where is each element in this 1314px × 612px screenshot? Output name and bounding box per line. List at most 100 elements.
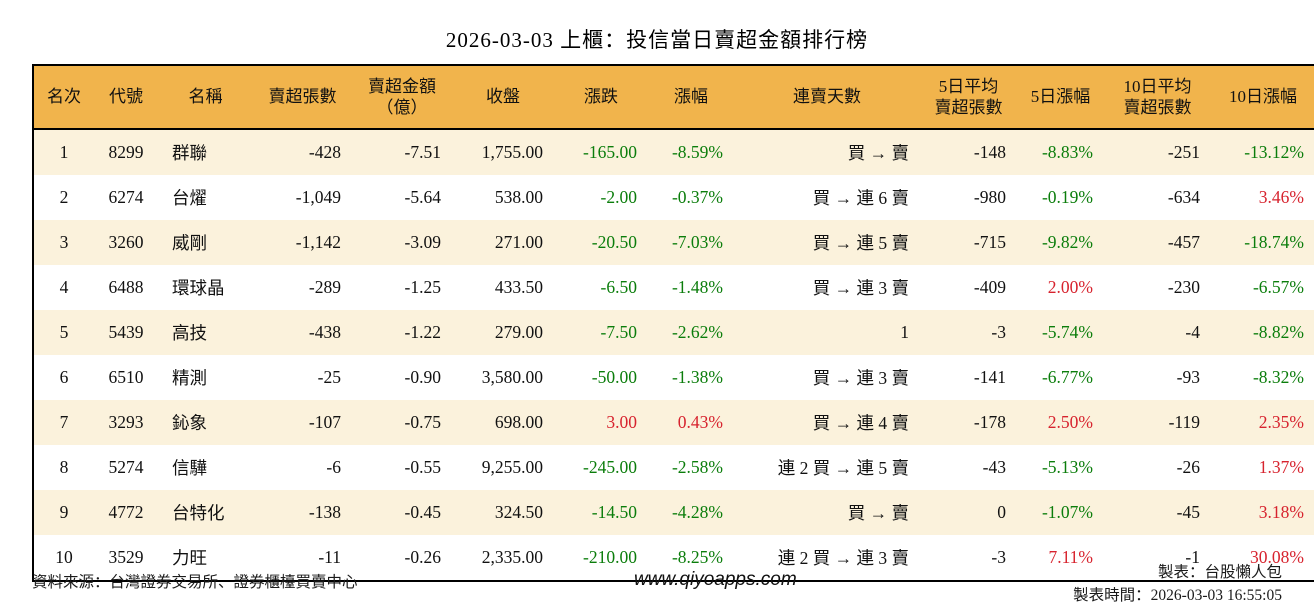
column-header-sell_shares: 賣超張數: [253, 65, 352, 130]
table-row: 3 3260 威剛 -1,142 -3.09 271.00 -20.50 -7.03% 買 → …: [33, 220, 1314, 265]
cell-sell_amount_100m: -0.26: [404, 547, 441, 567]
cell-avg10_sell_shares: -26: [1176, 457, 1200, 477]
cell-pct10: 30.08%: [1250, 547, 1304, 567]
cell-code: 5274: [108, 457, 144, 477]
cell-rank: 3: [59, 232, 69, 252]
table-row: 10 3529 力旺 -11 -0.26 2,335.00 -210.00 -8.25% 連 2…: [33, 535, 1314, 581]
cell-name: 高技: [172, 323, 207, 343]
footer: 資料來源：台灣證券交易所、證券櫃檯買賣中心 www.qiyoapps.com 製…: [32, 561, 1282, 608]
data-source-note: 資料來源：台灣證券交易所、證券櫃檯買賣中心: [32, 574, 358, 591]
cell-sell_shares: -438: [308, 322, 341, 342]
website-text: www.qiyoapps.com: [634, 569, 797, 590]
cell-sell_amount_100m: -7.51: [404, 142, 441, 162]
cell-close: 538.00: [494, 187, 543, 207]
cell-sell_amount_100m: -0.55: [404, 457, 441, 477]
column-header-sell_amount_100m: 賣超金額 （億）: [352, 65, 452, 130]
cell-close: 698.00: [494, 412, 543, 432]
cell-avg5_sell_shares: -715: [973, 232, 1006, 252]
table-row: 4 6488 環球晶 -289 -1.25 433.50 -6.50 -1.48% 買 → 連 …: [33, 265, 1314, 310]
column-header-pct5: 5日漲幅: [1017, 65, 1104, 130]
cell-sell_streak: 買 → 連 3 賣: [812, 368, 909, 388]
cell-name: 群聯: [172, 143, 207, 163]
cell-avg5_sell_shares: 0: [997, 502, 1006, 522]
cell-close: 3,580.00: [481, 367, 543, 387]
table-row: 2 6274 台燿 -1,049 -5.64 538.00 -2.00 -0.37% 買 → 連…: [33, 175, 1314, 220]
cell-avg5_sell_shares: -148: [973, 142, 1006, 162]
cell-change: -245.00: [583, 457, 637, 477]
cell-sell_streak: 連 2 買 → 連 5 賣: [777, 458, 909, 478]
cell-rank: 1: [59, 142, 69, 162]
cell-pct10: 3.18%: [1258, 502, 1304, 522]
cell-close: 324.50: [494, 502, 543, 522]
cell-avg5_sell_shares: -409: [973, 277, 1006, 297]
cell-close: 1,755.00: [481, 142, 543, 162]
cell-avg10_sell_shares: -4: [1185, 322, 1200, 342]
cell-avg10_sell_shares: -457: [1167, 232, 1200, 252]
table-row: 9 4772 台特化 -138 -0.45 324.50 -14.50 -4.28% 買 → 賣…: [33, 490, 1314, 535]
column-header-avg10_sell_shares: 10日平均 賣超張數: [1104, 65, 1211, 130]
column-header-rank: 名次: [33, 65, 94, 130]
cell-change_pct: 0.43%: [677, 412, 723, 432]
ranking-table: 名次 代號 名稱 賣超張數 賣超金額 （億） 收盤 漲跌 漲幅 連賣天數 5日平均 賣超張數 5日漲…: [32, 64, 1314, 582]
cell-pct5: 7.11%: [1048, 547, 1093, 567]
cell-avg10_sell_shares: -634: [1167, 187, 1200, 207]
cell-change: -165.00: [583, 142, 637, 162]
cell-rank: 8: [59, 457, 69, 477]
cell-sell_amount_100m: -5.64: [404, 187, 441, 207]
cell-pct5: 2.50%: [1047, 412, 1093, 432]
cell-avg5_sell_shares: -43: [982, 457, 1006, 477]
cell-sell_streak: 買 → 連 5 賣: [812, 233, 909, 253]
cell-name: 力旺: [172, 548, 207, 568]
cell-change_pct: -1.48%: [671, 277, 723, 297]
cell-name: 精測: [172, 368, 207, 388]
cell-code: 5439: [108, 322, 144, 342]
cell-avg10_sell_shares: -93: [1176, 367, 1200, 387]
cell-name: 環球晶: [172, 278, 225, 298]
cell-sell_streak: 買 → 賣: [847, 143, 909, 163]
cell-avg10_sell_shares: -45: [1176, 502, 1200, 522]
page-title: 2026-03-03 上櫃：投信當日賣超金額排行榜: [445, 28, 869, 52]
cell-avg10_sell_shares: -119: [1168, 412, 1200, 432]
cell-close: 9,255.00: [481, 457, 543, 477]
cell-change_pct: -2.58%: [671, 457, 723, 477]
cell-sell_streak: 買 → 連 3 賣: [812, 278, 909, 298]
cell-sell_shares: -25: [317, 367, 341, 387]
cell-pct5: 2.00%: [1047, 277, 1093, 297]
maker-label: 製表：台股懶人包: [1157, 564, 1282, 581]
cell-sell_streak: 買 → 賣: [847, 503, 909, 523]
cell-sell_shares: -138: [308, 502, 341, 522]
cell-sell_shares: -428: [308, 142, 341, 162]
cell-sell_shares: -289: [308, 277, 341, 297]
cell-avg5_sell_shares: -3: [991, 322, 1006, 342]
table-row: 7 3293 鈊象 -107 -0.75 698.00 3.00 0.43% 買 → 連 4 賣…: [33, 400, 1314, 445]
cell-sell_amount_100m: -0.45: [404, 502, 441, 522]
column-header-close: 收盤: [452, 65, 554, 130]
cell-change: 3.00: [606, 412, 637, 432]
column-header-avg5_sell_shares: 5日平均 賣超張數: [920, 65, 1017, 130]
cell-code: 8299: [108, 142, 144, 162]
cell-code: 3293: [108, 412, 144, 432]
table-row: 1 8299 群聯 -428 -7.51 1,755.00 -165.00 -8.59% 買 →…: [33, 129, 1314, 175]
cell-pct10: -18.74%: [1244, 232, 1304, 252]
cell-code: 3260: [108, 232, 144, 252]
table-header-row: 名次 代號 名稱 賣超張數 賣超金額 （億） 收盤 漲跌 漲幅 連賣天數 5日平均 賣超張數 5日漲…: [33, 65, 1314, 130]
cell-change_pct: -1.38%: [671, 367, 723, 387]
cell-change: -2.00: [600, 187, 637, 207]
column-header-pct10: 10日漲幅: [1211, 65, 1314, 130]
cell-rank: 6: [59, 367, 69, 387]
cell-sell_streak: 連 2 買 → 連 3 賣: [777, 548, 909, 568]
cell-change: -210.00: [583, 547, 637, 567]
cell-rank: 10: [55, 547, 73, 567]
cell-name: 台特化: [172, 503, 225, 523]
cell-code: 4772: [108, 502, 144, 522]
cell-pct5: -5.13%: [1041, 457, 1093, 477]
cell-pct5: -5.74%: [1041, 322, 1093, 342]
cell-avg5_sell_shares: -178: [973, 412, 1006, 432]
column-header-sell_streak: 連賣天數: [734, 65, 920, 130]
cell-sell_streak: 買 → 連 4 賣: [812, 413, 909, 433]
cell-change: -20.50: [591, 232, 637, 252]
cell-pct5: -8.83%: [1041, 142, 1093, 162]
cell-pct5: -1.07%: [1041, 502, 1093, 522]
cell-pct5: -9.82%: [1041, 232, 1093, 252]
cell-change_pct: -0.37%: [671, 187, 723, 207]
